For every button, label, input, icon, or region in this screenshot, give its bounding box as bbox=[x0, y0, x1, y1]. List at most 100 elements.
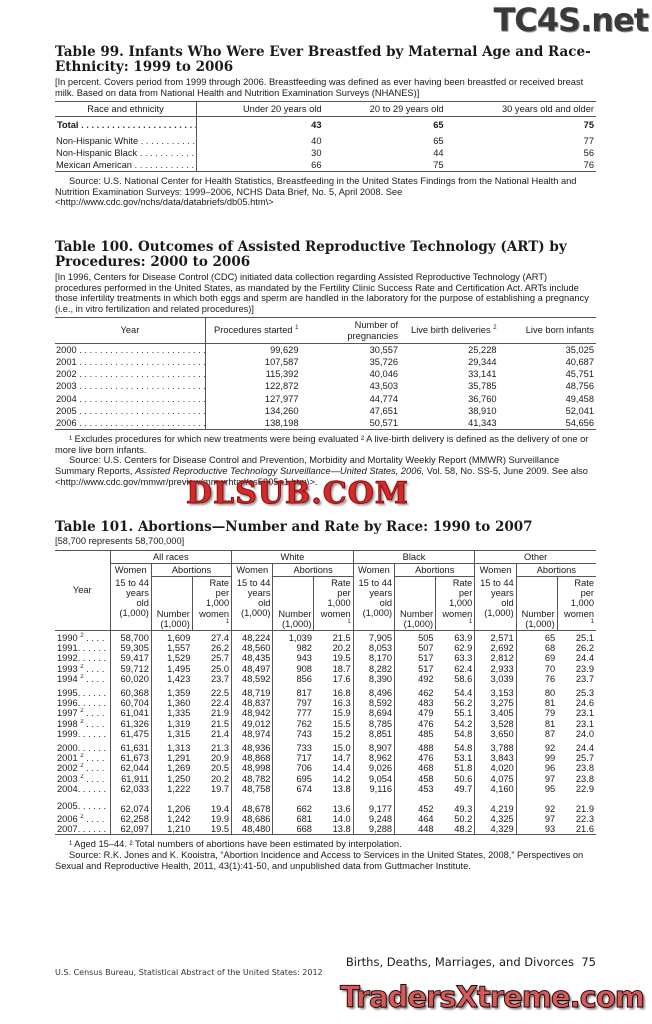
cell-value: 8,851 bbox=[353, 728, 396, 740]
cell-value: 20.5 bbox=[192, 763, 233, 774]
cell-value: 40,687 bbox=[565, 356, 594, 367]
table-row: 2006 2 . . . . 62,258 1,242 19.9 48,686 681 14… bbox=[55, 814, 596, 825]
cell-value: 8,785 bbox=[353, 718, 396, 729]
cell-value: 1,495 bbox=[167, 663, 191, 674]
cell-value: 48,974 bbox=[231, 728, 274, 740]
cell-value: 25.7 bbox=[192, 653, 233, 664]
cell-value: 14.4 bbox=[313, 763, 354, 774]
year-text: 2000 bbox=[57, 743, 78, 754]
footnote-ref: 2 bbox=[80, 763, 84, 770]
cell-value: 69 bbox=[544, 653, 556, 664]
cell-value: 75 bbox=[583, 120, 594, 131]
cell-value: 777 bbox=[296, 708, 312, 719]
year-text: 1998 bbox=[57, 718, 78, 729]
cell-value: 4,219 bbox=[474, 794, 517, 815]
year-text: 1999 bbox=[57, 728, 78, 739]
cell-value: 1,423 bbox=[167, 673, 191, 684]
footnote-ref: 1 bbox=[225, 618, 230, 625]
cell-value: 9,026 bbox=[353, 763, 396, 774]
cell-value: 1,269 bbox=[167, 763, 191, 774]
cell-value: 22.3 bbox=[575, 814, 594, 825]
cell-value: 1,529 bbox=[167, 653, 191, 664]
cell-value: 59,417 bbox=[110, 653, 152, 664]
table-row: 2005. . . . . . 62,074 1,206 19.4 48,678 662 1… bbox=[55, 794, 596, 815]
group-header: All races bbox=[109, 550, 233, 564]
cell-value: 49.7 bbox=[435, 783, 476, 795]
cell-value: 3,650 bbox=[474, 728, 517, 740]
year-text: 1996 bbox=[57, 698, 78, 709]
cell-value: 8,170 bbox=[353, 653, 396, 664]
cell-value: 1,291 bbox=[167, 753, 191, 764]
cell-value: 3,843 bbox=[474, 753, 517, 764]
table-row: 2004. . . . . . 62,033 1,222 19.7 48,758 674 1… bbox=[55, 783, 596, 795]
abortions-header: Abortions bbox=[515, 563, 596, 578]
cell-value: 24.4 bbox=[575, 653, 594, 664]
table-99-headnote: [In percent. Covers period from 1999 thr… bbox=[55, 77, 584, 98]
page-running-footer: Births, Deaths, Marriages, and Divorces … bbox=[346, 955, 596, 969]
row-year: 2006 bbox=[55, 417, 206, 430]
footnote-ref: 1 bbox=[468, 618, 473, 625]
cell-value: 62,258 bbox=[110, 814, 152, 825]
cell-value: 483 bbox=[418, 698, 434, 709]
cell-value: 48,942 bbox=[231, 708, 274, 719]
row-label: Mexican American bbox=[55, 159, 197, 172]
cell-value: 4,329 bbox=[474, 824, 517, 835]
source-text: Source: U.S. Centers for Disease Control… bbox=[55, 455, 596, 487]
cell-value: 13.8 bbox=[313, 824, 354, 835]
footnote-ref: 2 bbox=[80, 633, 84, 640]
cell-value: 81 bbox=[544, 698, 556, 709]
cell-value: 662 bbox=[296, 803, 312, 814]
table-row: Mexican American 66 75 76 bbox=[55, 159, 596, 172]
year-text: 2004 bbox=[57, 783, 78, 794]
group-header: Black bbox=[352, 550, 476, 564]
col-header: Procedures started 1 bbox=[205, 317, 301, 344]
cell-value: 50.6 bbox=[435, 773, 476, 784]
source-title: Assisted Reproductive Technology Surveil… bbox=[135, 465, 425, 476]
watermark-logo-middle: DLSUB.COM bbox=[186, 476, 409, 511]
cell-value: 13.8 bbox=[313, 783, 354, 795]
cell-value: 48,560 bbox=[231, 643, 274, 654]
cell-value: 52,041 bbox=[565, 405, 594, 416]
cell-value: 56 bbox=[583, 147, 594, 158]
cell-value: 21.5 bbox=[313, 630, 354, 644]
number-header: Number (1,000) bbox=[150, 576, 193, 632]
footnote-ref: 2 bbox=[80, 663, 84, 670]
cell-value: 21.4 bbox=[192, 728, 233, 740]
cell-value: 77 bbox=[583, 135, 594, 146]
cell-value: 1,359 bbox=[167, 688, 191, 699]
cell-value: 55.1 bbox=[435, 708, 476, 719]
table-row: 2003 122,872 43,503 35,785 48,756 bbox=[55, 380, 596, 393]
cell-value: 48.2 bbox=[435, 824, 476, 835]
row-year: 1999. . . . . . bbox=[55, 728, 111, 740]
table-row: 1990 2 . . . . 58,700 1,609 27.4 48,224 1,039… bbox=[55, 630, 596, 644]
table-row: 2002 115,392 40,046 33,141 45,751 bbox=[55, 368, 596, 381]
chapter-title: Births, Deaths, Marriages, and Divorces bbox=[345, 955, 575, 969]
cell-value: 36,760 bbox=[468, 393, 497, 404]
cell-value: 97 bbox=[544, 814, 556, 825]
cell-value: 717 bbox=[296, 753, 312, 764]
footnote-ref: 1 bbox=[347, 618, 351, 625]
cell-value: 29,344 bbox=[468, 356, 497, 367]
cell-value: 96 bbox=[544, 763, 556, 774]
year-text: 2005 bbox=[57, 800, 78, 811]
cell-value: 79 bbox=[544, 708, 556, 719]
cell-value: 48,592 bbox=[231, 673, 274, 685]
cell-value: 20.9 bbox=[192, 753, 233, 764]
cell-value: 14.2 bbox=[313, 773, 354, 784]
cell-value: 43 bbox=[311, 120, 322, 131]
group-header: White bbox=[231, 550, 354, 564]
cell-value: 23.1 bbox=[575, 708, 594, 719]
footnote-ref: 2 bbox=[80, 673, 84, 680]
table-row: 2000. . . . . . 61,631 1,313 21.3 48,936 733 1… bbox=[55, 739, 596, 754]
cell-value: 448 bbox=[418, 824, 434, 835]
cell-value: 1,313 bbox=[167, 743, 191, 754]
cell-value: 115,392 bbox=[265, 369, 299, 380]
col-header: Live birth deliveries 2 bbox=[400, 317, 499, 344]
cell-value: 3,275 bbox=[474, 698, 517, 709]
footnote-ref: 2 bbox=[80, 708, 84, 715]
rate-header: Rate per 1,000 women 1 bbox=[313, 576, 354, 632]
col-header-text: Live born infants bbox=[525, 325, 594, 336]
cell-value: 23.8 bbox=[575, 763, 594, 774]
cell-value: 61,673 bbox=[110, 753, 152, 764]
cell-value: 48,497 bbox=[231, 663, 274, 674]
